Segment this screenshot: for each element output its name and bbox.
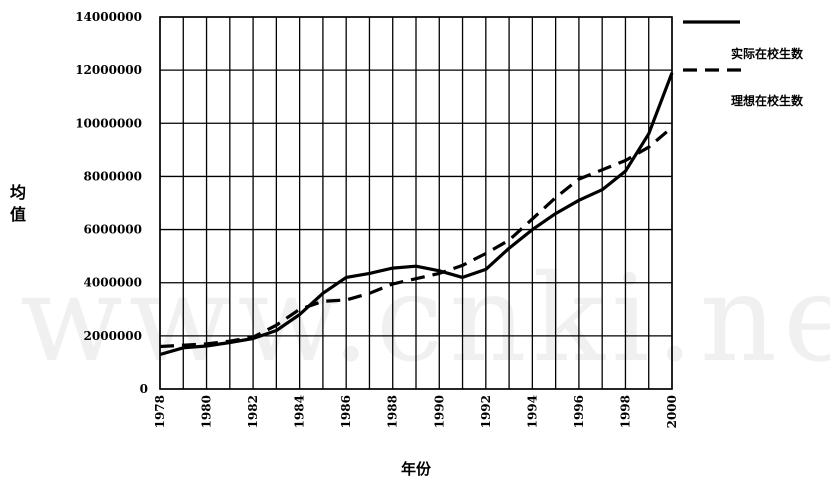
grid-lines (159, 16, 673, 390)
legend-label-1: 实际在校生数 (731, 46, 804, 61)
series-group (159, 72, 674, 357)
x-tick-label: 1988 (386, 395, 400, 428)
y-axis-label-char: 均 (10, 183, 26, 202)
x-tick-labels: 1978 1980 1982 1984 1986 1988 1990 1992 1994 1996… (153, 395, 679, 428)
y-tick-label: 14000000 (75, 10, 142, 24)
x-tick-label: 1980 (200, 395, 214, 428)
y-tick-labels: 0 2000000 4000000 6000000 8000000 10000000 120… (75, 10, 148, 396)
x-tick-label: 1996 (572, 395, 586, 428)
series-line-2 (159, 126, 674, 349)
legend-label-2: 理想在校生数 (731, 93, 804, 108)
x-tick-label: 1986 (339, 395, 353, 428)
series-line-1 (159, 72, 674, 357)
y-axis-label-char: 值 (10, 205, 26, 224)
plot-frame (159, 16, 673, 390)
y-tick-label: 10000000 (75, 116, 142, 130)
y-tick-label: 4000000 (84, 276, 142, 290)
x-tick-label: 1978 (153, 395, 167, 428)
x-tick-label: 1994 (525, 395, 539, 428)
x-tick-label: 1990 (432, 395, 446, 428)
x-tick-label: 1984 (293, 395, 307, 428)
x-tick-label: 1982 (246, 395, 260, 428)
x-tick-label: 2000 (665, 395, 679, 428)
y-tick-label: 6000000 (84, 223, 142, 237)
y-axis-label: 均值 (10, 183, 26, 224)
x-tick-label: 1992 (479, 395, 493, 428)
y-tick-label: 2000000 (84, 329, 142, 343)
x-tick-label: 1998 (618, 395, 632, 428)
x-axis-label: 年份 (401, 460, 432, 478)
y-tick-label: 0 (140, 382, 148, 396)
y-tick-label: 8000000 (84, 169, 142, 183)
y-tick-label: 12000000 (75, 63, 142, 77)
